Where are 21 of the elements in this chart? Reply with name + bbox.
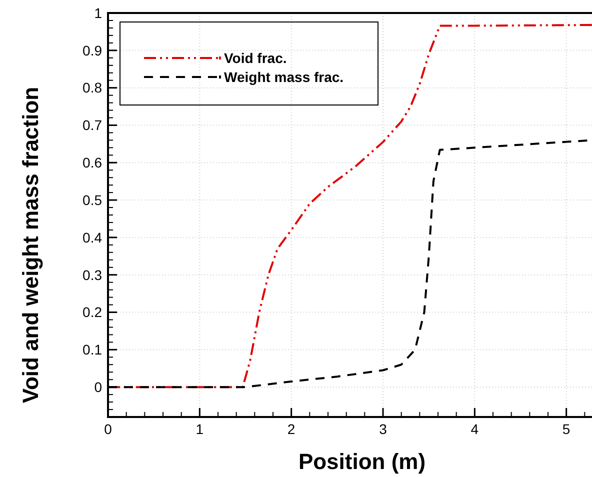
y-tick-label: 0.2 — [82, 304, 102, 320]
x-tick-label: 0 — [104, 421, 112, 437]
y-axis-title: Void and weight mass fraction — [18, 86, 43, 404]
y-tick-label: 0.3 — [82, 266, 102, 283]
x-tick-label: 3 — [379, 421, 388, 437]
x-tick-label: 1 — [196, 421, 204, 437]
y-tick-label: 0.4 — [82, 229, 102, 246]
y-tick-label: 0.8 — [82, 80, 102, 96]
legend-label: Void frac. — [224, 50, 287, 66]
x-tick-label: 4 — [470, 421, 479, 437]
x-tick-label: 5 — [562, 421, 570, 437]
legend-label: Weight mass frac. — [224, 69, 344, 85]
y-tick-label: 0.6 — [82, 154, 102, 171]
y-tick-label: 1 — [94, 4, 102, 21]
y-tick-label: 0 — [94, 378, 102, 395]
x-axis-title: Position (m) — [298, 449, 426, 474]
y-tick-label: 0.1 — [82, 342, 102, 358]
y-tick-label: 0.7 — [82, 117, 102, 134]
x-tick-label: 2 — [287, 421, 296, 437]
y-tick-label: 0.5 — [82, 192, 102, 208]
y-tick-label: 0.9 — [82, 42, 102, 58]
